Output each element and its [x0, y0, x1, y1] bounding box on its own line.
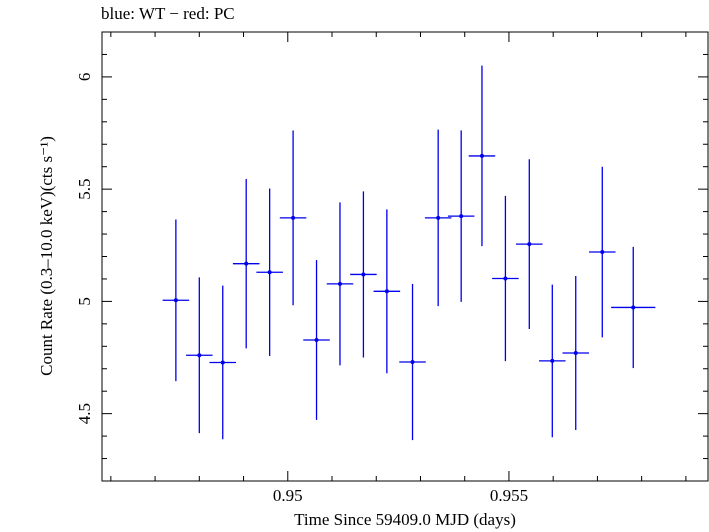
data-point — [220, 360, 225, 365]
y-tick-label: 4.5 — [75, 403, 94, 424]
data-point — [410, 360, 415, 365]
data-point — [600, 250, 605, 255]
x-axis-label: Time Since 59409.0 MJD (days) — [294, 510, 516, 529]
y-tick-label: 5 — [75, 297, 94, 306]
data-point — [573, 351, 578, 356]
data-point — [436, 215, 441, 220]
data-point — [503, 276, 508, 281]
data-point — [337, 281, 342, 286]
x-tick-label: 0.955 — [490, 486, 528, 505]
chart-title: blue: WT − red: PC — [101, 4, 235, 23]
data-point — [384, 289, 389, 294]
y-tick-label: 5.5 — [75, 179, 94, 200]
data-point — [314, 338, 319, 343]
data-point — [197, 353, 202, 358]
data-point — [527, 242, 532, 247]
data-point — [244, 261, 249, 266]
data-point — [291, 215, 296, 220]
data-point — [631, 305, 636, 310]
x-tick-label: 0.95 — [273, 486, 303, 505]
data-point — [550, 358, 555, 363]
data-point — [361, 272, 366, 277]
data-point — [479, 153, 484, 158]
plot-frame — [101, 31, 709, 482]
data-point — [459, 214, 464, 219]
data-point — [267, 270, 272, 275]
data-point — [173, 298, 178, 303]
y-tick-label: 6 — [75, 73, 94, 82]
